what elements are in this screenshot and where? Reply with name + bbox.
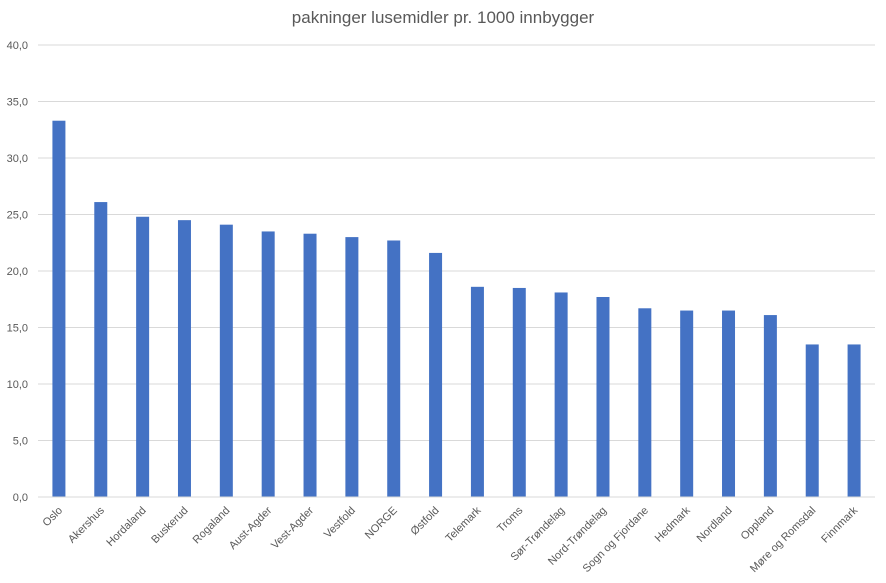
bar xyxy=(387,240,401,498)
x-category-label: Nordland xyxy=(695,505,735,545)
x-category-label: NORGE xyxy=(363,505,400,542)
x-category-label: Østfold xyxy=(409,505,442,538)
y-tick-label: 0,0 xyxy=(13,492,28,504)
bar xyxy=(763,315,777,497)
bar xyxy=(722,310,736,497)
x-category-label: Rogaland xyxy=(191,505,233,547)
x-category-label: Vestfold xyxy=(322,505,358,541)
x-category-label: Troms xyxy=(495,504,526,535)
x-category-label: Oslo xyxy=(41,505,65,529)
bar xyxy=(303,233,317,497)
x-category-label: Aust-Agder xyxy=(227,504,275,552)
y-tick-label: 30,0 xyxy=(7,153,28,165)
bar xyxy=(805,344,819,497)
bar xyxy=(345,237,359,497)
x-category-label: Hordaland xyxy=(104,505,148,549)
y-tick-label: 35,0 xyxy=(7,97,28,109)
y-tick-label: 10,0 xyxy=(7,379,28,391)
y-tick-label: 20,0 xyxy=(7,266,28,278)
x-category-label: Finnmark xyxy=(819,504,860,545)
bar xyxy=(261,231,275,497)
bar xyxy=(512,287,526,497)
x-category-label: Telemark xyxy=(444,504,484,544)
bar xyxy=(136,216,150,497)
bar xyxy=(847,344,861,497)
bar xyxy=(94,202,108,497)
bar xyxy=(554,292,568,497)
y-axis-tick-labels: 0,0 5,0 10,0 15,0 20,0 25,0 30,0 35,0 40,0 xyxy=(7,40,28,504)
x-category-label: Hedmark xyxy=(653,504,693,544)
x-category-label: Buskerud xyxy=(149,505,190,546)
bar xyxy=(470,286,484,497)
x-category-label: Oppland xyxy=(739,505,777,543)
y-tick-label: 5,0 xyxy=(13,436,28,448)
bar xyxy=(596,296,610,497)
bar xyxy=(219,224,233,498)
bar xyxy=(177,220,191,497)
bar xyxy=(52,120,66,498)
y-tick-label: 25,0 xyxy=(7,210,28,222)
bars xyxy=(52,120,861,498)
bar xyxy=(638,308,652,497)
bar xyxy=(680,310,694,497)
y-tick-label: 40,0 xyxy=(7,40,28,52)
bar xyxy=(429,252,443,497)
gridlines xyxy=(38,44,875,441)
y-tick-label: 15,0 xyxy=(7,323,28,335)
x-category-label: Vest-Agder xyxy=(269,504,316,551)
x-category-label: Akershus xyxy=(66,504,107,545)
chart-title: pakninger lusemidler pr. 1000 innbygger xyxy=(291,8,595,27)
